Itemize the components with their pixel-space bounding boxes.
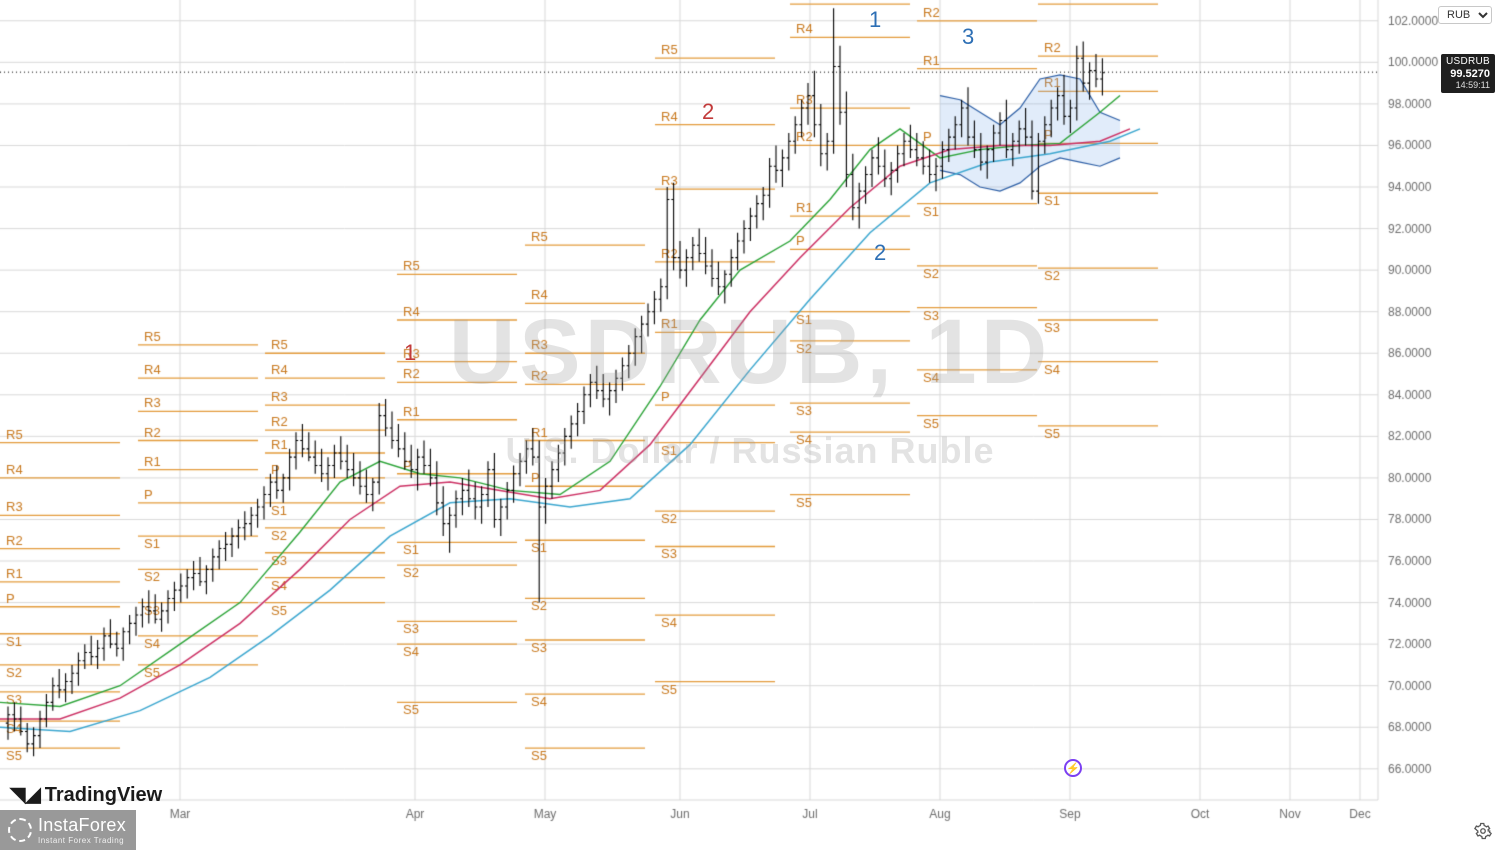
currency-dropdown[interactable]: RUB xyxy=(1438,6,1492,24)
lightning-icon[interactable]: ⚡ xyxy=(1064,759,1082,777)
axis-settings-icon[interactable] xyxy=(1474,822,1492,840)
badge-symbol: USDRUB xyxy=(1446,56,1490,68)
tradingview-text: TradingView xyxy=(45,784,162,807)
tradingview-icon: ◥◢ xyxy=(10,782,41,807)
instaforex-tagline: Instant Forex Trading xyxy=(38,836,126,845)
badge-price: 99.5270 xyxy=(1446,68,1490,81)
price-chart-canvas xyxy=(0,0,1500,850)
chart-area[interactable]: USDRUB, 1D U.S. Dollar / Russian Ruble R… xyxy=(0,0,1500,850)
instaforex-icon xyxy=(8,818,32,842)
tradingview-logo: ◥◢ TradingView xyxy=(10,783,162,808)
last-price-badge: USDRUB 99.5270 14:59:11 xyxy=(1441,54,1495,92)
instaforex-logo: InstaForex Instant Forex Trading xyxy=(0,810,136,850)
badge-countdown: 14:59:11 xyxy=(1446,80,1490,90)
instaforex-text: InstaForex xyxy=(38,815,126,835)
